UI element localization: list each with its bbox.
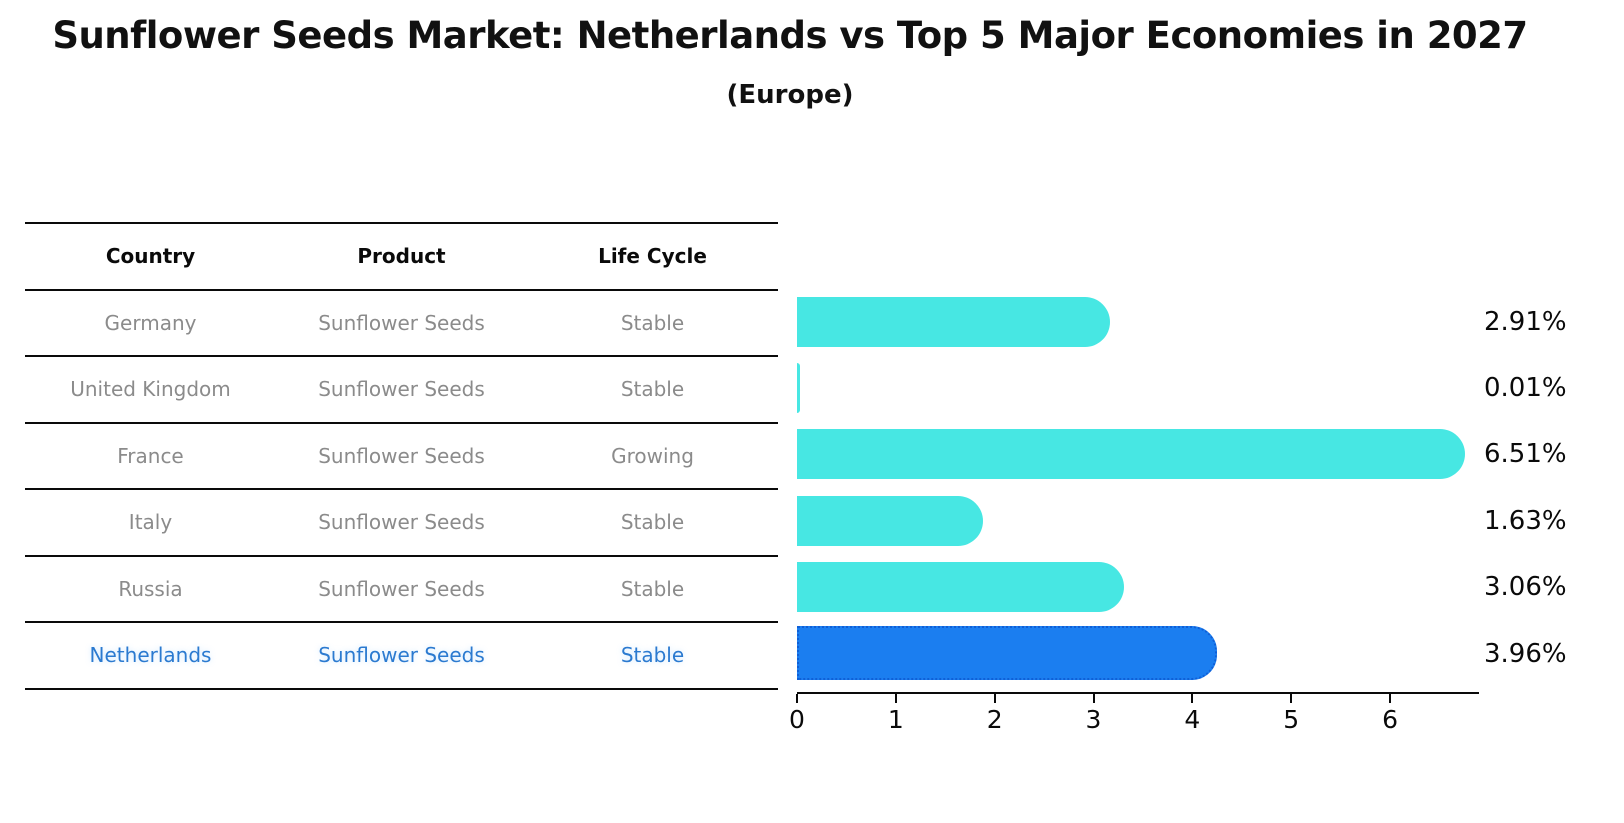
- table-row-netherlands: Netherlands Sunflower Seeds Stable: [25, 623, 778, 690]
- column-header-life-cycle: Life Cycle: [598, 244, 707, 269]
- value-label-france: 6.51%: [1484, 439, 1567, 470]
- table-row-russia: Russia Sunflower Seeds Stable: [25, 557, 778, 623]
- bar-russia: [797, 562, 1125, 613]
- value-label-germany: 2.91%: [1484, 306, 1567, 337]
- x-tick-label-5: 5: [1283, 705, 1300, 734]
- data-table: Country Product Life Cycle Germany Sunflo…: [25, 222, 778, 690]
- product-cell: Sunflower Seeds: [318, 510, 485, 535]
- country-cell: France: [117, 443, 184, 468]
- x-tick-label-6: 6: [1382, 705, 1398, 734]
- x-tick-mark-1: [894, 694, 897, 703]
- value-label-united-kingdom: 0.01%: [1484, 373, 1567, 404]
- life-cycle-cell: Stable: [620, 510, 685, 535]
- bar-italy: [797, 495, 984, 546]
- life-cycle-cell: Stable: [620, 576, 685, 601]
- bar-germany: [797, 296, 1110, 347]
- product-cell: Sunflower Seeds: [318, 576, 485, 601]
- bar-row-germany: [797, 289, 1477, 355]
- country-cell: Italy: [128, 510, 173, 535]
- table-row-italy: Italy Sunflower Seeds Stable: [25, 490, 778, 557]
- bars-area: [797, 289, 1477, 687]
- country-cell: Germany: [104, 310, 197, 335]
- product-cell: Sunflower Seeds: [318, 643, 485, 668]
- product-cell: Sunflower Seeds: [318, 443, 485, 468]
- country-cell: Russia: [118, 576, 183, 601]
- life-cycle-cell: Stable: [620, 643, 685, 668]
- value-label-russia: 3.06%: [1484, 572, 1567, 603]
- x-tick-label-4: 4: [1184, 705, 1201, 734]
- x-tick-mark-6: [1389, 694, 1392, 703]
- bar-france: [797, 429, 1466, 480]
- x-tick-label-3: 3: [1085, 705, 1102, 734]
- value-label-italy: 1.63%: [1484, 505, 1567, 536]
- x-tick-mark-3: [1092, 694, 1095, 703]
- column-header-product: Product: [357, 244, 446, 269]
- table-row-germany: Germany Sunflower Seeds Stable: [25, 291, 778, 357]
- table-header-row: Country Product Life Cycle: [25, 224, 778, 291]
- x-tick-label-2: 2: [986, 705, 1003, 734]
- country-cell: Netherlands: [89, 643, 212, 668]
- x-tick-label-0: 0: [789, 705, 805, 734]
- life-cycle-cell: Stable: [620, 310, 685, 335]
- product-cell: Sunflower Seeds: [318, 310, 485, 335]
- bar-row-italy: [797, 488, 1477, 554]
- bar-row-netherlands: [797, 620, 1477, 686]
- bar-row-russia: [797, 554, 1477, 620]
- x-tick-mark-0: [796, 694, 798, 703]
- x-tick-mark-4: [1191, 694, 1194, 703]
- column-header-country: Country: [105, 244, 196, 269]
- bar-row-france: [797, 421, 1477, 487]
- x-axis-line: [797, 692, 1479, 694]
- life-cycle-cell: Growing: [611, 443, 694, 468]
- chart-subtitle: (Europe): [726, 80, 854, 110]
- life-cycle-cell: Stable: [620, 377, 685, 402]
- x-axis: 0 1 2 3 4 5 6: [789, 692, 1479, 752]
- x-tick-label-1: 1: [887, 705, 904, 734]
- country-cell: United Kingdom: [70, 377, 231, 402]
- value-label-netherlands: 3.96%: [1484, 638, 1567, 669]
- table-row-united-kingdom: United Kingdom Sunflower Seeds Stable: [25, 357, 778, 424]
- table-row-france: France Sunflower Seeds Growing: [25, 424, 778, 490]
- bar-netherlands: [797, 626, 1218, 681]
- product-cell: Sunflower Seeds: [318, 377, 485, 402]
- value-labels: 2.91% 0.01% 6.51% 1.63% 3.06% 3.96%: [1484, 289, 1567, 687]
- bar-united-kingdom: [797, 362, 800, 413]
- x-tick-mark-2: [993, 694, 996, 703]
- x-tick-mark-5: [1290, 694, 1293, 703]
- table-body: Germany Sunflower Seeds Stable United Kingd…: [25, 291, 778, 690]
- chart-title: Sunflower Seeds Market: Netherlands vs T…: [52, 14, 1528, 57]
- bar-row-united-kingdom: [797, 355, 1477, 421]
